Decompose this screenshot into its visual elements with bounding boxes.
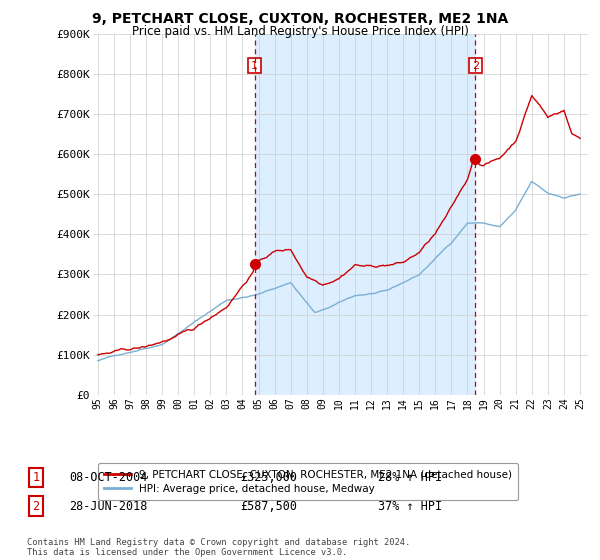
Text: Contains HM Land Registry data © Crown copyright and database right 2024.
This d: Contains HM Land Registry data © Crown c… <box>27 538 410 557</box>
Text: 9, PETCHART CLOSE, CUXTON, ROCHESTER, ME2 1NA: 9, PETCHART CLOSE, CUXTON, ROCHESTER, ME… <box>92 12 508 26</box>
Text: 1: 1 <box>251 60 258 71</box>
Text: 28% ↑ HPI: 28% ↑ HPI <box>378 471 442 484</box>
Text: £587,500: £587,500 <box>240 500 297 513</box>
Text: 2: 2 <box>472 60 479 71</box>
Text: £325,000: £325,000 <box>240 471 297 484</box>
Text: 37% ↑ HPI: 37% ↑ HPI <box>378 500 442 513</box>
Text: 1: 1 <box>32 471 40 484</box>
Text: 08-OCT-2004: 08-OCT-2004 <box>69 471 148 484</box>
Text: 2: 2 <box>32 500 40 513</box>
Legend: 9, PETCHART CLOSE, CUXTON, ROCHESTER, ME2 1NA (detached house), HPI: Average pri: 9, PETCHART CLOSE, CUXTON, ROCHESTER, ME… <box>98 463 518 500</box>
Text: 28-JUN-2018: 28-JUN-2018 <box>69 500 148 513</box>
Text: Price paid vs. HM Land Registry's House Price Index (HPI): Price paid vs. HM Land Registry's House … <box>131 25 469 38</box>
Bar <box>254 34 475 395</box>
